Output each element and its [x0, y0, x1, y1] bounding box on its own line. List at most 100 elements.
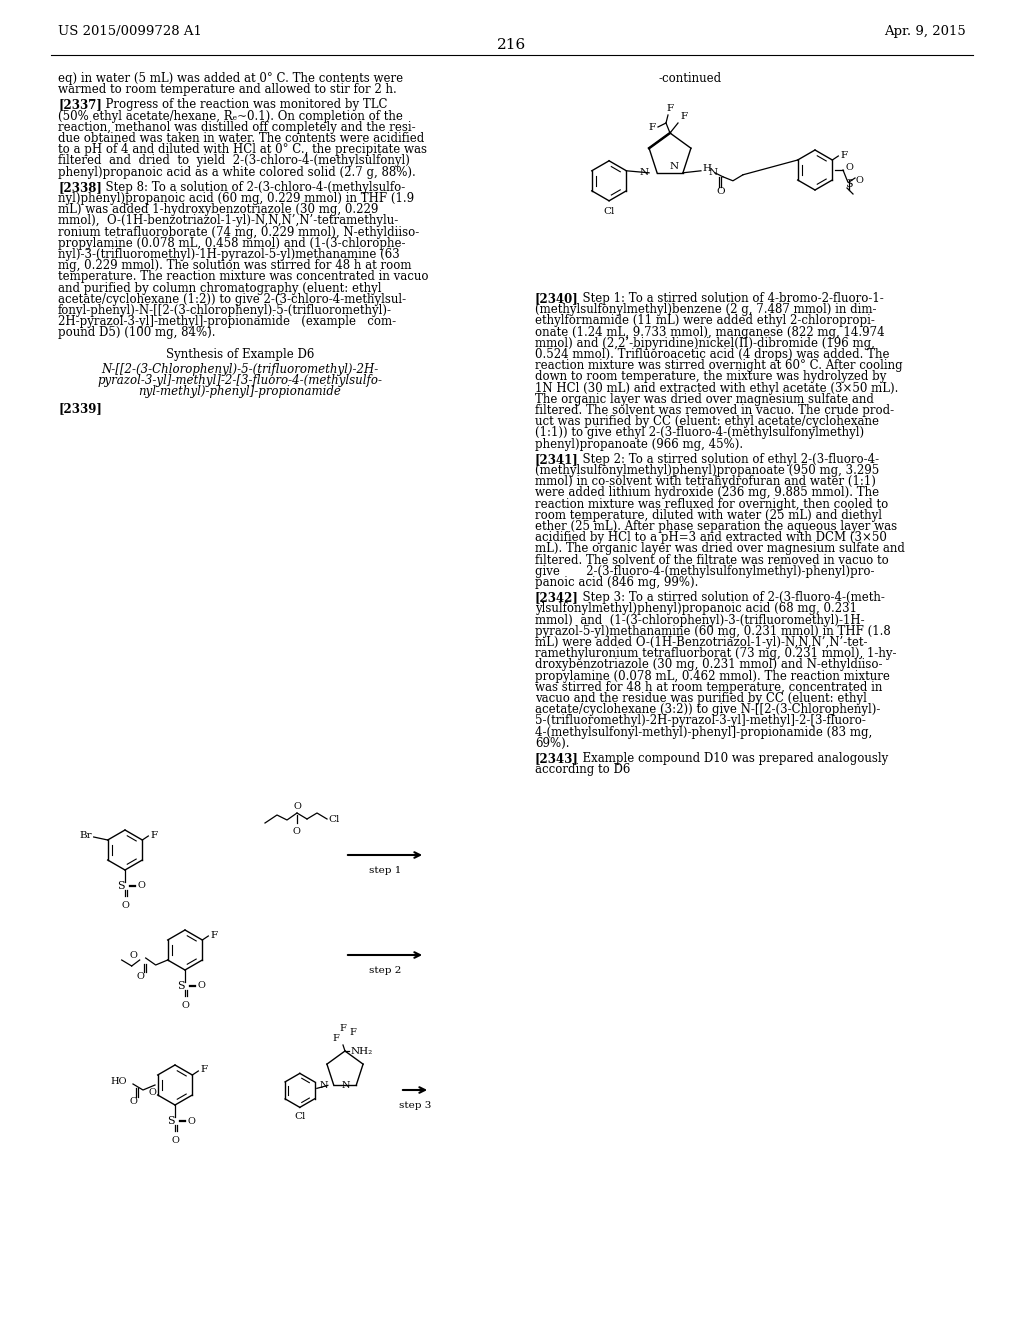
Text: ether (25 mL). After phase separation the aqueous layer was: ether (25 mL). After phase separation th…: [535, 520, 897, 533]
Text: -continued: -continued: [658, 73, 722, 84]
Text: Cl: Cl: [294, 1113, 305, 1122]
Text: pyrazol-5-yl)methanamine (60 mg, 0.231 mmol) in THF (1.8: pyrazol-5-yl)methanamine (60 mg, 0.231 m…: [535, 624, 891, 638]
Text: Step 3: To a stirred solution of 2-(3-fluoro-4-(meth-: Step 3: To a stirred solution of 2-(3-fl…: [575, 591, 885, 605]
Text: Synthesis of Example D6: Synthesis of Example D6: [166, 347, 314, 360]
Text: [2340]: [2340]: [535, 292, 579, 305]
Text: filtered. The solvent of the filtrate was removed in vacuo to: filtered. The solvent of the filtrate wa…: [535, 553, 889, 566]
Text: mL) was added 1-hydroxybenzotriazole (30 mg, 0.229: mL) was added 1-hydroxybenzotriazole (30…: [58, 203, 379, 216]
Text: propylamine (0.078 mL, 0.458 mmol) and (1-(3-chlorophe-: propylamine (0.078 mL, 0.458 mmol) and (…: [58, 236, 406, 249]
Text: step 3: step 3: [398, 1101, 431, 1110]
Text: mmol),  O-(1H-benzotriazol-1-yl)-N,N,N’,N’-tetramethylu-: mmol), O-(1H-benzotriazol-1-yl)-N,N,N’,N…: [58, 214, 398, 227]
Text: ethylformamide (11 mL) were added ethyl 2-chloropropi-: ethylformamide (11 mL) were added ethyl …: [535, 314, 874, 327]
Text: 216: 216: [498, 38, 526, 51]
Text: F: F: [667, 104, 674, 114]
Text: O: O: [130, 952, 137, 961]
Text: ramethyluronium tetrafluorborat (73 mg, 0.231 mmol), 1-hy-: ramethyluronium tetrafluorborat (73 mg, …: [535, 647, 896, 660]
Text: N: N: [319, 1081, 328, 1090]
Text: ylsulfonylmethyl)phenyl)propanoic acid (68 mg, 0.231: ylsulfonylmethyl)phenyl)propanoic acid (…: [535, 602, 857, 615]
Text: O: O: [181, 1001, 189, 1010]
Text: 0.524 mmol). Trifluoroacetic acid (4 drops) was added. The: 0.524 mmol). Trifluoroacetic acid (4 dro…: [535, 348, 890, 360]
Text: Cl: Cl: [328, 814, 339, 824]
Text: 4-(methylsulfonyl-methyl)-phenyl]-propionamide (83 mg,: 4-(methylsulfonyl-methyl)-phenyl]-propio…: [535, 726, 872, 739]
Text: vacuo and the residue was purified by CC (eluent: ethyl: vacuo and the residue was purified by CC…: [535, 692, 867, 705]
Text: reaction, methanol was distilled off completely and the resi-: reaction, methanol was distilled off com…: [58, 121, 416, 133]
Text: US 2015/0099728 A1: US 2015/0099728 A1: [58, 25, 202, 38]
Text: reaction mixture was refluxed for overnight, then cooled to: reaction mixture was refluxed for overni…: [535, 498, 888, 511]
Text: mmol) in co-solvent with tetrahydrofuran and water (1:1): mmol) in co-solvent with tetrahydrofuran…: [535, 475, 876, 488]
Text: mL). The organic layer was dried over magnesium sulfate and: mL). The organic layer was dried over ma…: [535, 543, 905, 556]
Text: O: O: [129, 1097, 137, 1106]
Text: mmol)  and  (1-(3-chlorophenyl)-3-(trifluoromethyl)-1H-: mmol) and (1-(3-chlorophenyl)-3-(trifluo…: [535, 614, 864, 627]
Text: phenyl)propanoic acid as a white colored solid (2.7 g, 88%).: phenyl)propanoic acid as a white colored…: [58, 165, 416, 178]
Text: 5-(trifluoromethyl)-2H-pyrazol-3-yl]-methyl]-2-[3-fluoro-: 5-(trifluoromethyl)-2H-pyrazol-3-yl]-met…: [535, 714, 866, 727]
Text: temperature. The reaction mixture was concentrated in vacuo: temperature. The reaction mixture was co…: [58, 271, 428, 284]
Text: acetate/cyclohexane (3:2)) to give N-[[2-(3-Chlorophenyl)-: acetate/cyclohexane (3:2)) to give N-[[2…: [535, 704, 881, 717]
Text: F: F: [332, 1034, 339, 1043]
Text: filtered. The solvent was removed in vacuo. The crude prod-: filtered. The solvent was removed in vac…: [535, 404, 894, 417]
Text: was stirred for 48 h at room temperature, concentrated in: was stirred for 48 h at room temperature…: [535, 681, 883, 694]
Text: O: O: [187, 1117, 195, 1126]
Text: panoic acid (846 mg, 99%).: panoic acid (846 mg, 99%).: [535, 576, 698, 589]
Text: filtered  and  dried  to  yield  2-(3-chloro-4-(methylsulfonyl): filtered and dried to yield 2-(3-chloro-…: [58, 154, 410, 168]
Text: Progress of the reaction was monitored by TLC: Progress of the reaction was monitored b…: [98, 99, 387, 111]
Text: F: F: [841, 150, 848, 160]
Text: N: N: [342, 1081, 350, 1090]
Text: and purified by column chromatography (eluent: ethyl: and purified by column chromatography (e…: [58, 281, 382, 294]
Text: O: O: [171, 1137, 179, 1144]
Text: [2337]: [2337]: [58, 99, 101, 111]
Text: phenyl)propanoate (966 mg, 45%).: phenyl)propanoate (966 mg, 45%).: [535, 438, 743, 450]
Text: [2342]: [2342]: [535, 591, 579, 605]
Text: nyl)-3-(trifluoromethyl)-1H-pyrazol-5-yl)methanamine (63: nyl)-3-(trifluoromethyl)-1H-pyrazol-5-yl…: [58, 248, 399, 261]
Text: Step 1: To a stirred solution of 4-bromo-2-fluoro-1-: Step 1: To a stirred solution of 4-bromo…: [575, 292, 884, 305]
Text: Example compound D10 was prepared analogously: Example compound D10 was prepared analog…: [575, 752, 888, 766]
Text: mL) were added O-(1H-Benzotriazol-1-yl)-N,N,N’,N’-tet-: mL) were added O-(1H-Benzotriazol-1-yl)-…: [535, 636, 867, 649]
Text: nyl)phenyl)propanoic acid (60 mg, 0.229 mmol) in THF (1.9: nyl)phenyl)propanoic acid (60 mg, 0.229 …: [58, 191, 414, 205]
Text: Apr. 9, 2015: Apr. 9, 2015: [885, 25, 966, 38]
Text: due obtained was taken in water. The contents were acidified: due obtained was taken in water. The con…: [58, 132, 424, 145]
Text: HO: HO: [111, 1077, 127, 1086]
Text: The organic layer was dried over magnesium sulfate and: The organic layer was dried over magnesi…: [535, 393, 873, 405]
Text: (50% ethyl acetate/hexane, Rₑ~0.1). On completion of the: (50% ethyl acetate/hexane, Rₑ~0.1). On c…: [58, 110, 402, 123]
Text: warmed to room temperature and allowed to stir for 2 h.: warmed to room temperature and allowed t…: [58, 83, 396, 96]
Text: [2338]: [2338]: [58, 181, 101, 194]
Text: F: F: [340, 1024, 346, 1034]
Text: mg, 0.229 mmol). The solution was stirred for 48 h at room: mg, 0.229 mmol). The solution was stirre…: [58, 259, 412, 272]
Text: fonyl-phenyl)-N-[[2-(3-chlorophenyl)-5-(trifluoromethyl)-: fonyl-phenyl)-N-[[2-(3-chlorophenyl)-5-(…: [58, 304, 392, 317]
Text: N: N: [709, 168, 718, 177]
Text: reaction mixture was stirred overnight at 60° C. After cooling: reaction mixture was stirred overnight a…: [535, 359, 902, 372]
Text: S: S: [117, 880, 125, 891]
Text: ronium tetrafluoroborate (74 mg, 0.229 mmol), N-ethyldiiso-: ronium tetrafluoroborate (74 mg, 0.229 m…: [58, 226, 419, 239]
Text: mmol) and (2,2’-bipyridine)nickel(II)-dibromide (196 mg,: mmol) and (2,2’-bipyridine)nickel(II)-di…: [535, 337, 874, 350]
Text: uct was purified by CC (eluent: ethyl acetate/cyclohexane: uct was purified by CC (eluent: ethyl ac…: [535, 416, 879, 428]
Text: down to room temperature, the mixture was hydrolyzed by: down to room temperature, the mixture wa…: [535, 371, 887, 383]
Text: Cl: Cl: [603, 207, 614, 215]
Text: F: F: [151, 830, 158, 840]
Text: droxybenzotriazole (30 mg, 0.231 mmol) and N-ethyldiiso-: droxybenzotriazole (30 mg, 0.231 mmol) a…: [535, 659, 883, 672]
Text: S: S: [845, 180, 853, 189]
Text: O: O: [845, 164, 853, 173]
Text: room temperature, diluted with water (25 mL) and diethyl: room temperature, diluted with water (25…: [535, 508, 882, 521]
Text: (1:1)) to give ethyl 2-(3-fluoro-4-(methylsulfonylmethyl): (1:1)) to give ethyl 2-(3-fluoro-4-(meth…: [535, 426, 864, 440]
Text: eq) in water (5 mL) was added at 0° C. The contents were: eq) in water (5 mL) was added at 0° C. T…: [58, 73, 403, 84]
Text: O: O: [855, 176, 863, 185]
Text: acidified by HCl to a pH=3 and extracted with DCM (3×50: acidified by HCl to a pH=3 and extracted…: [535, 531, 887, 544]
Text: NH₂: NH₂: [351, 1047, 374, 1056]
Text: pyrazol-3-yl]-methyl]-2-[3-fluoro-4-(methylsulfo-: pyrazol-3-yl]-methyl]-2-[3-fluoro-4-(met…: [97, 374, 383, 387]
Text: pound D5) (100 mg, 84%).: pound D5) (100 mg, 84%).: [58, 326, 215, 339]
Text: O: O: [148, 1088, 156, 1097]
Text: O: O: [137, 882, 144, 891]
Text: F: F: [210, 931, 217, 940]
Text: step 2: step 2: [369, 966, 401, 975]
Text: N: N: [640, 168, 649, 177]
Text: acetate/cyclohexane (1:2)) to give 2-(3-chloro-4-methylsul-: acetate/cyclohexane (1:2)) to give 2-(3-…: [58, 293, 407, 306]
Text: F: F: [201, 1065, 208, 1074]
Text: Step 2: To a stirred solution of ethyl 2-(3-fluoro-4-: Step 2: To a stirred solution of ethyl 2…: [575, 453, 880, 466]
Text: 1N HCl (30 mL) and extracted with ethyl acetate (3×50 mL).: 1N HCl (30 mL) and extracted with ethyl …: [535, 381, 898, 395]
Text: S: S: [167, 1115, 175, 1126]
Text: F: F: [680, 112, 687, 121]
Text: O: O: [121, 902, 129, 909]
Text: to a pH of 4 and diluted with HCl at 0° C., the precipitate was: to a pH of 4 and diluted with HCl at 0° …: [58, 143, 427, 156]
Text: (methylsulfonylmethyl)phenyl)propanoate (950 mg, 3.295: (methylsulfonylmethyl)phenyl)propanoate …: [535, 465, 880, 477]
Text: nyl-methyl)-phenyl]-propionamide: nyl-methyl)-phenyl]-propionamide: [138, 385, 341, 399]
Text: give       2-(3-fluoro-4-(methylsulfonylmethyl)-phenyl)pro-: give 2-(3-fluoro-4-(methylsulfonylmethyl…: [535, 565, 874, 578]
